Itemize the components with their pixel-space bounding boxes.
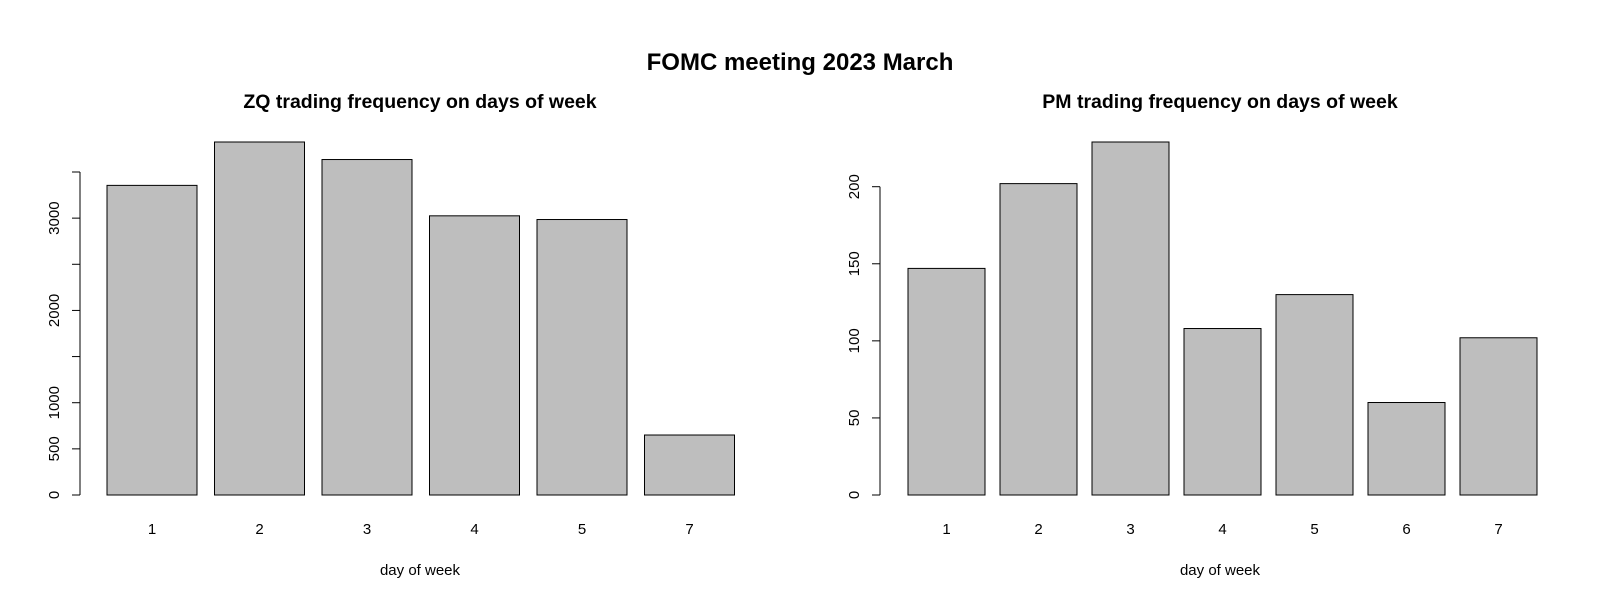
pm-bar-4 — [1183, 328, 1262, 496]
zq-y-tick-label: 500 — [46, 436, 63, 461]
pm-y-tick-label: 200 — [846, 174, 863, 199]
pm-bar-1 — [907, 267, 986, 496]
zq-x-tick-label: 2 — [255, 521, 263, 538]
zq-chart: ZQ trading frequency on days of week 050… — [46, 91, 735, 579]
pm-bar-6 — [1367, 402, 1446, 496]
zq-x-tick-label: 1 — [148, 521, 156, 538]
zq-bar-4 — [429, 215, 520, 496]
zq-y-tick-label: 0 — [46, 491, 63, 499]
pm-bar-2 — [999, 183, 1078, 496]
zq-bar-2 — [214, 141, 305, 496]
pm-x-tick-label: 2 — [1034, 521, 1042, 538]
pm-x-tick-label: 7 — [1494, 521, 1502, 538]
pm-x-axis-label: day of week — [1180, 562, 1261, 579]
zq-y-tick-label: 1000 — [46, 386, 63, 419]
pm-y-tick-label: 50 — [846, 410, 863, 427]
pm-chart-title: PM trading frequency on days of week — [1042, 91, 1398, 113]
pm-x-tick-label: 1 — [942, 521, 950, 538]
zq-y-axis: 0 500 1000 2000 3000 — [46, 171, 81, 499]
zq-x-tick-label: 4 — [470, 521, 478, 538]
pm-x-tick-label: 4 — [1218, 521, 1226, 538]
pm-y-tick-label: 0 — [846, 491, 863, 499]
zq-bar-5 — [536, 219, 628, 496]
zq-x-tick-label: 3 — [363, 521, 371, 538]
pm-x-tick-labels: 1 2 3 4 5 6 7 — [942, 521, 1502, 538]
zq-chart-title: ZQ trading frequency on days of week — [243, 91, 596, 113]
zq-x-tick-label: 7 — [685, 521, 693, 538]
figure-title: FOMC meeting 2023 March — [647, 49, 954, 76]
pm-y-tick-label: 150 — [846, 251, 863, 276]
pm-bar-5 — [1275, 294, 1354, 496]
zq-bar-7 — [644, 434, 735, 496]
pm-y-tick-label: 100 — [846, 328, 863, 353]
pm-x-tick-label: 6 — [1402, 521, 1410, 538]
pm-y-axis: 0 50 100 150 200 — [846, 174, 881, 499]
zq-x-axis-label: day of week — [380, 562, 461, 579]
zq-bar-1 — [106, 184, 198, 496]
zq-x-tick-labels: 1 2 3 4 5 7 — [148, 521, 694, 538]
pm-bar-3 — [1091, 141, 1170, 496]
zq-y-tick-label: 2000 — [46, 294, 63, 327]
pm-bars — [907, 141, 1538, 496]
zq-x-tick-label: 5 — [578, 521, 586, 538]
zq-bar-3 — [321, 159, 413, 496]
zq-bars — [106, 141, 735, 496]
pm-chart: PM trading frequency on days of week 050… — [846, 91, 1538, 579]
pm-x-tick-label: 5 — [1310, 521, 1318, 538]
pm-bar-7 — [1459, 337, 1538, 496]
pm-x-tick-label: 3 — [1126, 521, 1134, 538]
zq-y-tick-label: 3000 — [46, 201, 63, 234]
